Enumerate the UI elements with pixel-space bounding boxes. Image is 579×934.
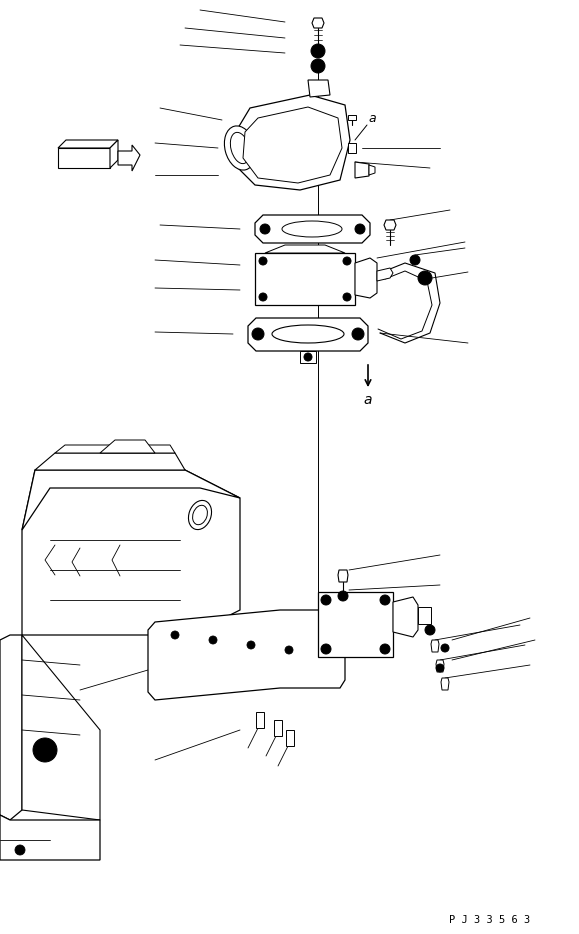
Text: a: a	[364, 393, 372, 407]
Polygon shape	[255, 253, 355, 305]
Polygon shape	[100, 440, 155, 453]
Circle shape	[311, 44, 325, 58]
Polygon shape	[436, 660, 444, 672]
Polygon shape	[441, 678, 449, 690]
Polygon shape	[0, 815, 100, 860]
Polygon shape	[431, 640, 439, 652]
Polygon shape	[369, 165, 375, 175]
Polygon shape	[256, 712, 264, 728]
Circle shape	[252, 328, 264, 340]
Circle shape	[304, 353, 312, 361]
Circle shape	[380, 595, 390, 605]
Polygon shape	[58, 148, 110, 168]
Polygon shape	[377, 268, 393, 281]
Polygon shape	[148, 610, 345, 700]
Circle shape	[352, 328, 364, 340]
Text: P J 3 3 5 6 3: P J 3 3 5 6 3	[449, 915, 530, 925]
Polygon shape	[308, 80, 330, 97]
Polygon shape	[418, 607, 431, 624]
Polygon shape	[300, 351, 316, 363]
Circle shape	[247, 641, 255, 649]
Text: FWD: FWD	[73, 153, 99, 163]
Circle shape	[260, 224, 270, 234]
Polygon shape	[58, 140, 118, 148]
Circle shape	[338, 591, 348, 601]
Circle shape	[311, 59, 325, 73]
Circle shape	[15, 845, 25, 855]
Ellipse shape	[225, 126, 255, 170]
Polygon shape	[265, 245, 345, 253]
Polygon shape	[248, 318, 368, 351]
Circle shape	[259, 293, 267, 301]
Circle shape	[209, 636, 217, 644]
Circle shape	[33, 738, 57, 762]
Circle shape	[441, 644, 449, 652]
Polygon shape	[274, 720, 282, 736]
Circle shape	[380, 644, 390, 654]
Text: a: a	[368, 111, 376, 124]
Polygon shape	[338, 570, 348, 582]
Ellipse shape	[188, 501, 211, 530]
Circle shape	[259, 257, 267, 265]
Polygon shape	[355, 162, 369, 178]
Polygon shape	[55, 445, 175, 453]
Circle shape	[355, 224, 365, 234]
Circle shape	[285, 646, 293, 654]
Circle shape	[343, 257, 351, 265]
Polygon shape	[243, 107, 342, 183]
Circle shape	[171, 631, 179, 639]
Polygon shape	[384, 220, 396, 230]
Polygon shape	[312, 18, 324, 28]
Polygon shape	[355, 258, 377, 298]
Polygon shape	[318, 592, 393, 657]
Circle shape	[343, 293, 351, 301]
Polygon shape	[22, 470, 240, 635]
Polygon shape	[22, 470, 240, 530]
Polygon shape	[255, 215, 370, 243]
Polygon shape	[235, 95, 350, 190]
Polygon shape	[286, 730, 294, 746]
Circle shape	[321, 644, 331, 654]
Circle shape	[425, 625, 435, 635]
Polygon shape	[22, 635, 100, 820]
Circle shape	[321, 595, 331, 605]
Polygon shape	[0, 635, 22, 820]
Polygon shape	[35, 453, 185, 470]
Circle shape	[418, 271, 432, 285]
Polygon shape	[118, 145, 140, 171]
Polygon shape	[348, 143, 356, 153]
Polygon shape	[110, 140, 118, 168]
Circle shape	[436, 664, 444, 672]
Polygon shape	[348, 115, 356, 120]
Circle shape	[410, 255, 420, 265]
Polygon shape	[393, 597, 418, 637]
